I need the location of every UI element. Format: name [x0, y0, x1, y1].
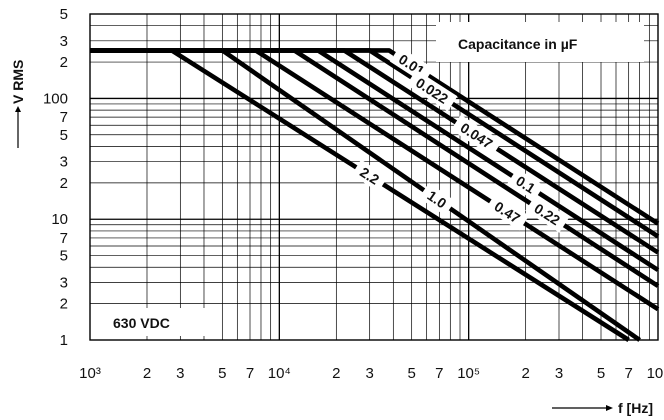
y-tick-label: 10: [51, 211, 68, 228]
y-axis-label-group: V RMS: [10, 60, 26, 148]
y-axis-arrowhead: [15, 106, 21, 112]
y-tick-label: 5: [60, 127, 68, 144]
y-tick-label: 3: [60, 274, 68, 291]
y-tick-label: 2: [60, 54, 68, 71]
y-tick-label: 2: [60, 175, 68, 192]
x-tick-label: 3: [365, 365, 373, 382]
x-tick-label: 10⁵: [457, 365, 480, 382]
x-tick-label: 2: [143, 365, 151, 382]
chart-title: Capacitance in µF: [458, 36, 578, 52]
x-tick-label: 10⁶: [647, 365, 664, 382]
y-tick-label: 7: [60, 109, 68, 126]
y-tick-label: 1: [60, 332, 68, 349]
x-tick-label: 2: [521, 365, 529, 382]
x-tick-label: 5: [407, 365, 415, 382]
x-tick-label: 7: [625, 365, 633, 382]
y-axis-label: V RMS: [10, 60, 26, 104]
x-tick-label: 5: [218, 365, 226, 382]
series-lines: [90, 50, 658, 340]
voltage-annotation: 630 VDC: [113, 315, 170, 331]
y-tick-label: 7: [60, 230, 68, 247]
y-tick-label: 3: [60, 33, 68, 50]
x-tick-label: 7: [246, 365, 254, 382]
x-tick-label: 10³: [79, 365, 101, 382]
x-tick-label: 2: [332, 365, 340, 382]
x-axis-label: f [Hz]: [618, 400, 653, 416]
series-line-0-022: [90, 50, 658, 236]
series-line-0-1: [90, 50, 658, 270]
y-tick-label: 3: [60, 154, 68, 171]
y-tick-label: 100: [43, 90, 68, 107]
x-tick-label: 3: [176, 365, 184, 382]
x-tick-label: 3: [555, 365, 563, 382]
x-axis-arrowhead: [606, 405, 613, 411]
y-tick-label: 2: [60, 296, 68, 313]
x-tick-label: 10⁴: [268, 365, 291, 382]
y-tick-label: 5: [60, 248, 68, 265]
x-tick-label: 5: [597, 365, 605, 382]
series-line-0-047: [90, 50, 658, 252]
x-tick-label: 7: [435, 365, 443, 382]
y-tick-label: 5: [60, 6, 68, 23]
